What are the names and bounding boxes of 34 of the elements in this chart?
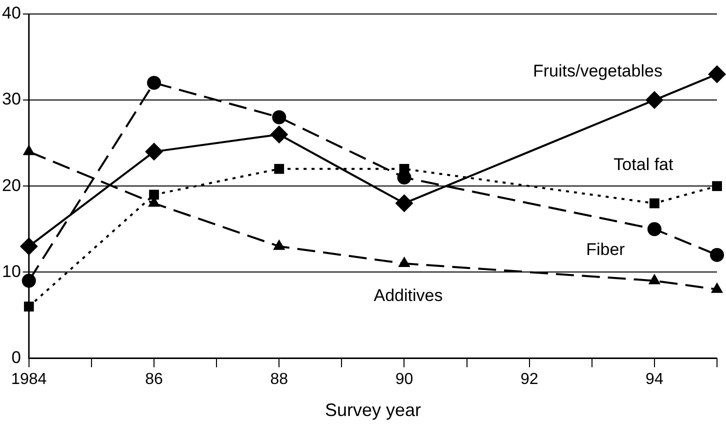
series-label: Fruits/vegetables [532,62,662,81]
series-label: Fiber [586,240,626,259]
x-tick-label: 92 [520,371,538,388]
point [20,237,38,256]
y-tick-label: 40 [2,4,21,23]
point [274,164,284,174]
x-tick-label: 94 [646,371,664,388]
point [649,198,660,208]
point [398,256,410,268]
point [22,274,36,288]
point [145,142,164,161]
point [272,110,286,124]
point [708,65,726,84]
point [710,248,724,262]
point [395,194,414,212]
y-tick-label: 10 [2,262,21,281]
x-tick-label: 86 [145,371,164,388]
series-label: Total fat [614,154,674,174]
y-tick-label: 0 [11,348,21,367]
x-tick-label: 90 [395,371,414,388]
point [399,164,410,174]
point [270,125,288,144]
point [645,91,664,110]
point [147,76,162,90]
point [24,302,34,312]
y-tick-label: 20 [2,176,21,195]
x-tick-label: 88 [270,371,288,388]
point [149,190,159,200]
x-tick-label: 1984 [11,371,47,388]
point [647,222,662,236]
y-tick-label: 30 [2,90,21,109]
point [712,181,722,192]
series-label: Additives [374,286,443,306]
x-axis-title: Survey year [324,400,421,420]
